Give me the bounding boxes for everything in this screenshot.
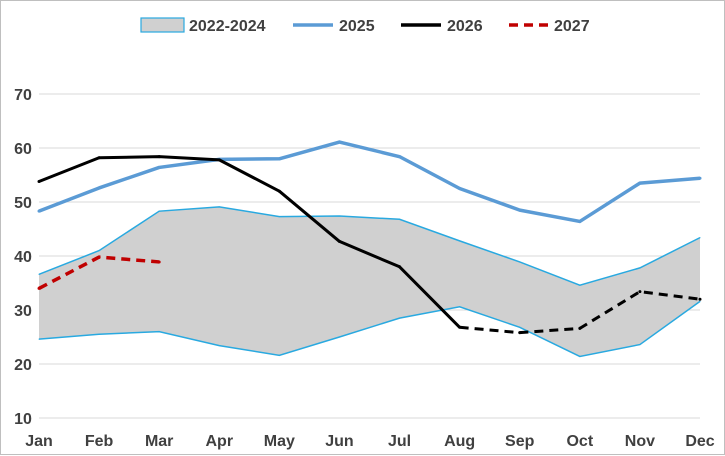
series-layer: [37, 140, 702, 335]
band-lower-point-mar: [158, 331, 160, 333]
legend-label-2027: 2027: [554, 18, 590, 35]
range-band-lower-line: [38, 300, 701, 358]
series-2027-point-mar: [157, 260, 161, 264]
band-upper-point-oct: [579, 284, 581, 286]
x-tick-label-aug: Aug: [444, 433, 475, 450]
series-2026-point-sep: [518, 331, 522, 335]
band-lower-point-aug: [459, 306, 461, 308]
series-2025-point-dec: [698, 176, 702, 180]
band-lower-point-nov: [639, 344, 641, 346]
x-tick-label-sep: Sep: [505, 433, 535, 450]
series-2026-point-aug: [458, 325, 462, 329]
band-upper-point-mar: [158, 210, 160, 212]
legend-label-2025: 2025: [339, 18, 375, 35]
band-lower-point-feb: [98, 333, 100, 335]
legend-label-band: 2022-2024: [189, 18, 266, 35]
series-2026-point-jul: [398, 265, 402, 269]
legend-swatch-band: [140, 17, 185, 33]
x-tick-label-feb: Feb: [85, 433, 114, 450]
series-2027-point-feb: [97, 255, 101, 259]
series-2025-point-aug: [458, 187, 462, 190]
band-lower-point-jul: [399, 317, 401, 319]
series-2025-point-nov: [638, 181, 642, 185]
band-upper-point-jan: [38, 273, 40, 275]
y-tick-label-20: 20: [14, 357, 32, 374]
range-band-layer: [38, 206, 701, 358]
band-upper-point-nov: [639, 267, 641, 269]
band-lower-point-dec: [699, 300, 701, 302]
x-tick-label-oct: Oct: [566, 433, 593, 450]
band-upper-point-sep: [519, 261, 521, 263]
band-upper-point-may: [278, 216, 280, 218]
y-tick-label-40: 40: [14, 249, 32, 266]
band-upper-point-aug: [459, 240, 461, 242]
y-tick-label-10: 10: [14, 411, 32, 428]
band-upper-point-apr: [218, 206, 220, 208]
series-2026-line-solid: [38, 155, 461, 329]
x-tick-label-nov: Nov: [625, 433, 655, 450]
series-2026-point-oct: [578, 326, 582, 330]
x-tick-label-dec: Dec: [685, 433, 714, 450]
series-2025-point-mar: [157, 165, 161, 169]
series-2025-point-oct: [578, 219, 582, 223]
series-2026-point-feb: [97, 156, 101, 160]
band-upper-point-feb: [98, 250, 100, 252]
series-2026-point-mar: [157, 155, 161, 159]
series-2025-point-may: [277, 157, 281, 161]
x-axis: Jan Feb Mar Apr May Jun Jul Aug Sep Oct Nov Dec: [25, 433, 715, 450]
series-2026-point-may: [277, 189, 281, 193]
x-tick-label-mar: Mar: [145, 433, 173, 450]
range-band-area: [39, 206, 700, 357]
series-2025-point-jun: [337, 140, 341, 144]
y-axis: 10 20 30 40 50 60 70: [14, 87, 32, 428]
series-2025-point-sep: [518, 208, 522, 212]
series-2026-point-jan: [37, 179, 41, 183]
series-2026-point-jun: [337, 239, 341, 243]
band-lower-point-jan: [38, 338, 40, 340]
band-upper-point-jul: [399, 218, 401, 220]
band-lower-point-may: [278, 354, 280, 356]
legend: 2022-2024 2025 2026 2027: [140, 17, 590, 35]
series-2027-point-jan: [37, 286, 41, 290]
band-lower-point-apr: [218, 345, 220, 347]
y-tick-label-50: 50: [14, 195, 32, 212]
series-2025-line: [38, 140, 701, 224]
range-band-upper-line: [38, 206, 701, 286]
band-upper-point-jun: [338, 215, 340, 217]
y-tick-label-70: 70: [14, 87, 32, 104]
series-2026-point-nov: [638, 290, 642, 294]
x-tick-label-may: May: [264, 433, 295, 450]
y-tick-label-30: 30: [14, 303, 32, 320]
legend-label-2026: 2026: [447, 18, 483, 35]
y-tick-label-60: 60: [14, 141, 32, 158]
x-tick-label-jul: Jul: [388, 433, 411, 450]
band-lower-point-sep: [519, 326, 521, 328]
band-upper-point-dec: [699, 237, 701, 239]
x-tick-label-jun: Jun: [325, 433, 353, 450]
band-lower-point-oct: [579, 355, 581, 357]
series-2026-point-dec: [698, 297, 702, 301]
series-2025-point-jul: [398, 155, 402, 159]
band-lower-point-jun: [338, 336, 340, 338]
series-2026-point-apr: [217, 158, 221, 162]
x-tick-label-jan: Jan: [25, 433, 53, 450]
series-2025-point-jan: [37, 209, 41, 213]
x-tick-label-apr: Apr: [205, 433, 233, 450]
series-2025-point-feb: [97, 186, 101, 190]
